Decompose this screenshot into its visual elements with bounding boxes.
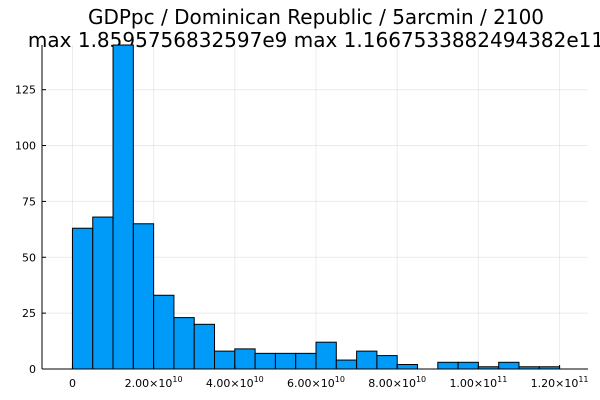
histogram-bar-5 [173, 317, 195, 370]
histogram-bar-1 [92, 216, 114, 370]
x-tick-label-5: 1.00×1011 [449, 375, 507, 390]
histogram-bar-15 [376, 355, 398, 370]
bars-layer [71, 44, 561, 370]
histogram-bar-4 [153, 294, 175, 370]
histogram-bar-2 [112, 44, 134, 370]
x-tick-label-0: 0 [69, 377, 76, 390]
x-tick-label-1: 2.00×1010 [125, 375, 183, 390]
histogram-bar-7 [214, 350, 236, 370]
y-tick-label-3: 75 [22, 195, 36, 208]
ticks-layer: 0 25 50 75 100 125 0 2.00×1010 4.00×1010 6.00×101… [15, 84, 589, 390]
histogram-bar-6 [193, 323, 216, 370]
histogram-bar-0 [71, 227, 94, 370]
y-tick-label-0: 0 [29, 363, 36, 376]
histogram-bar-18 [437, 361, 459, 370]
histogram-bar-10 [274, 352, 297, 370]
x-tick-label-3: 6.00×1010 [287, 375, 345, 390]
y-tick-label-2: 50 [22, 251, 36, 264]
histogram-bar-8 [234, 348, 256, 370]
histogram-bar-3 [132, 223, 155, 370]
histogram-bar-19 [457, 361, 479, 370]
histogram-bar-13 [335, 359, 358, 370]
axes-layer [41, 45, 588, 370]
histogram-bar-11 [295, 352, 317, 370]
histogram-bar-12 [315, 341, 337, 370]
y-tick-label-4: 100 [15, 140, 36, 153]
y-tick-label-5: 125 [15, 84, 36, 97]
x-tick-label-4: 8.00×1010 [368, 375, 426, 390]
histogram-bar-9 [254, 352, 276, 370]
histogram-bar-21 [498, 361, 520, 370]
histogram-bar-14 [356, 350, 378, 370]
chart-title-line1: GDPpc / Dominican Republic / 5arcmin / 2… [88, 5, 544, 29]
histogram-bar-16 [396, 364, 419, 370]
x-tick-label-2: 4.00×1010 [206, 375, 264, 390]
x-tick-label-6: 1.20×1011 [531, 375, 589, 390]
y-tick-label-1: 25 [22, 307, 36, 320]
